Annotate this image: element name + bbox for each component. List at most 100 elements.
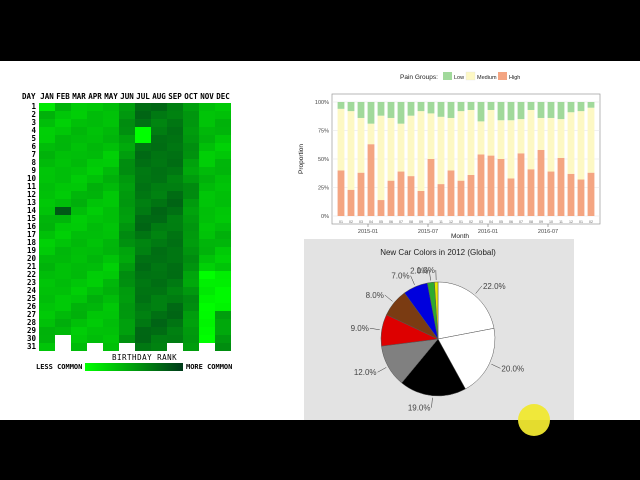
heatmap-cell — [199, 263, 215, 271]
heatmap-cell — [87, 327, 103, 335]
heatmap-cell — [199, 127, 215, 135]
pie-slice-label: 22.0% — [483, 282, 506, 291]
heatmap-day-label: 6 — [31, 142, 36, 151]
heatmap-cell — [151, 255, 167, 263]
heatmap-month-label: SEP — [168, 92, 182, 101]
heatmap-cell — [135, 119, 151, 127]
heatmap-cell — [119, 223, 135, 231]
heatmap-cell — [71, 343, 87, 351]
heatmap-cell — [55, 303, 71, 311]
heatmap-cell — [55, 167, 71, 175]
bar-medium-segment — [407, 115, 415, 177]
heatmap-day-label: 24 — [26, 286, 36, 295]
heatmap-cell — [119, 327, 135, 335]
heatmap-cell — [135, 287, 151, 295]
bar-low-segment — [537, 102, 545, 118]
heatmap-cell — [151, 119, 167, 127]
x-minor-tick-label: 04 — [489, 220, 493, 224]
heatmap-cell — [71, 151, 87, 159]
heatmap-day-label: 11 — [26, 182, 36, 191]
heatmap-cell — [183, 191, 199, 199]
heatmap-cell — [135, 327, 151, 335]
heatmap-day-label: 8 — [31, 158, 36, 167]
heatmap-cell — [39, 311, 55, 319]
heatmap-cell — [55, 287, 71, 295]
heatmap-cell — [39, 167, 55, 175]
heatmap-cell — [215, 215, 231, 223]
heatmap-cell — [55, 183, 71, 191]
bar-low-segment — [527, 102, 535, 110]
heatmap-cell — [39, 295, 55, 303]
heatmap-cell — [199, 295, 215, 303]
heatmap-cell — [71, 215, 87, 223]
heatmap-cell — [199, 135, 215, 143]
heatmap-cell — [199, 255, 215, 263]
heatmap-cell — [71, 159, 87, 167]
y-tick-label: 0% — [321, 214, 329, 220]
heatmap-day-label: 19 — [26, 246, 36, 255]
heatmap-cell — [71, 207, 87, 215]
heatmap-cell — [87, 111, 103, 119]
heatmap-day-label: 22 — [26, 270, 36, 279]
heatmap-cell — [183, 271, 199, 279]
bar-medium-segment — [437, 116, 445, 185]
heatmap-cell — [135, 231, 151, 239]
heatmap-day-label: 28 — [26, 318, 36, 327]
heatmap-cell — [39, 263, 55, 271]
chart-legend-title: Pain Groups: — [400, 74, 438, 81]
heatmap-cell — [167, 167, 183, 175]
heatmap-cell — [151, 199, 167, 207]
x-minor-tick-label: 05 — [379, 220, 383, 224]
heatmap-month-label: DEC — [216, 92, 230, 101]
heatmap-cell — [119, 151, 135, 159]
heatmap-cell — [71, 191, 87, 199]
x-minor-tick-label: 01 — [339, 220, 343, 224]
bar-high-segment — [367, 144, 375, 216]
heatmap-cell — [199, 143, 215, 151]
heatmap-month-label: MAY — [104, 92, 118, 101]
heatmap-cell — [71, 127, 87, 135]
pie-slice-label: 1.0% — [417, 266, 435, 275]
heatmap-cell — [87, 247, 103, 255]
heatmap-cell — [167, 215, 183, 223]
heatmap-cell — [167, 295, 183, 303]
bar-low-segment — [407, 102, 415, 116]
heatmap-cell — [167, 119, 183, 127]
y-axis-label: Proportion — [298, 144, 305, 174]
heatmap-cell — [87, 135, 103, 143]
heatmap-cell — [183, 263, 199, 271]
x-minor-tick-label: 07 — [399, 220, 403, 224]
pie-leader-line — [410, 275, 415, 285]
heatmap-day-label: 5 — [31, 134, 36, 143]
heatmap-cell — [103, 279, 119, 287]
heatmap-cell — [71, 231, 87, 239]
heatmap-cell — [87, 303, 103, 311]
heatmap-cell — [151, 167, 167, 175]
heatmap-cell — [71, 311, 87, 319]
bar-high-segment — [437, 184, 445, 216]
heatmap-cell — [119, 207, 135, 215]
heatmap-cell — [215, 159, 231, 167]
bar-high-segment — [497, 159, 505, 216]
x-tick-label: 2016-07 — [538, 229, 558, 235]
bar-high-segment — [407, 176, 415, 216]
heatmap-cell — [71, 319, 87, 327]
heatmap-cell — [167, 231, 183, 239]
heatmap-cell — [151, 271, 167, 279]
heatmap-cell — [151, 231, 167, 239]
heatmap-cell — [39, 255, 55, 263]
heatmap-cell — [103, 343, 119, 351]
heatmap-cell — [151, 279, 167, 287]
heatmap-cell — [215, 335, 231, 343]
bar-high-segment — [477, 154, 485, 216]
heatmap-cell — [151, 135, 167, 143]
heatmap-cell — [119, 183, 135, 191]
heatmap-cell — [199, 279, 215, 287]
heatmap-cell — [167, 159, 183, 167]
heatmap-cell — [135, 191, 151, 199]
pie-leader-line — [429, 270, 431, 281]
heatmap-cell — [71, 335, 87, 343]
heatmap-cell — [183, 295, 199, 303]
heatmap-cell — [55, 295, 71, 303]
heatmap-cell — [199, 183, 215, 191]
